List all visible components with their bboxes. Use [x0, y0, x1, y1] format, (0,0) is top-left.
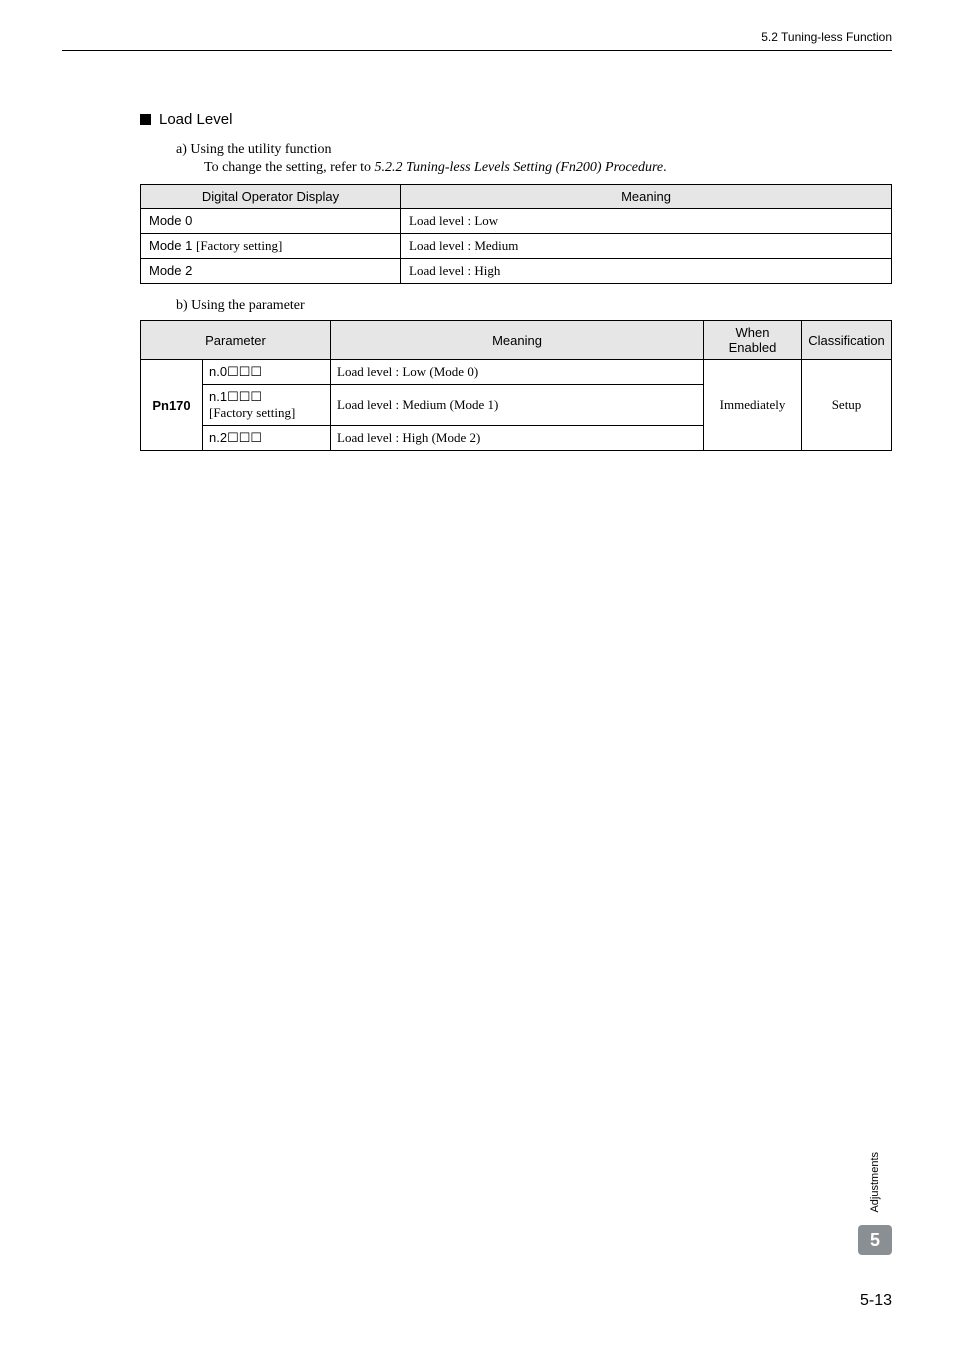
table2-header-parameter: Parameter	[141, 321, 331, 360]
table1-display-cell: Mode 2	[141, 259, 401, 284]
code-text: n.0	[209, 364, 227, 379]
parameter-table: Parameter Meaning When Enabled Classific…	[140, 320, 892, 451]
side-label: Adjustments	[869, 1152, 881, 1213]
table-row: Mode 0 Load level : Low	[141, 209, 892, 234]
square-bullet-icon	[140, 114, 151, 125]
mode-label: Mode 2	[149, 263, 192, 278]
table-header-row: Digital Operator Display Meaning	[141, 185, 892, 209]
page-header: 5.2 Tuning-less Function	[0, 0, 954, 51]
table1-display-cell: Mode 1 [Factory setting]	[141, 234, 401, 259]
table-row: Pn170 n.0☐☐☐ Load level : Low (Mode 0) I…	[141, 360, 892, 385]
table2-header-class: Classification	[802, 321, 892, 360]
table1-header-meaning: Meaning	[401, 185, 892, 209]
classification-cell: Setup	[802, 360, 892, 451]
box-glyphs: ☐☐☐	[227, 430, 262, 445]
chapter-number-box: 5	[858, 1225, 892, 1255]
table1-header-display: Digital Operator Display	[141, 185, 401, 209]
table1-meaning-cell: Load level : Low	[401, 209, 892, 234]
code-text: n.2	[209, 430, 227, 445]
digital-operator-table: Digital Operator Display Meaning Mode 0 …	[140, 184, 892, 284]
box-glyphs: ☐☐☐	[227, 389, 262, 404]
table1-meaning-cell: Load level : High	[401, 259, 892, 284]
sub-a-suffix: .	[663, 160, 667, 175]
factory-label: [Factory setting]	[196, 238, 282, 253]
param-code-cell: n.1☐☐☐[Factory setting]	[203, 385, 331, 426]
code-text: n.1	[209, 389, 227, 404]
subsection-b-label: b) Using the parameter	[176, 298, 892, 314]
header-section-ref: 5.2 Tuning-less Function	[62, 30, 892, 50]
side-chapter-tab: Adjustments 5	[858, 1152, 892, 1255]
section-heading: Load Level	[140, 111, 892, 128]
when-enabled-cell: Immediately	[704, 360, 802, 451]
section-title: Load Level	[159, 111, 232, 128]
subsection-a-label: a) Using the utility function	[176, 142, 892, 158]
page-content: Load Level a) Using the utility function…	[0, 51, 954, 451]
table2-header-when: When Enabled	[704, 321, 802, 360]
sub-a-reference: 5.2.2 Tuning-less Levels Setting (Fn200)…	[374, 160, 663, 175]
table-row: Mode 1 [Factory setting] Load level : Me…	[141, 234, 892, 259]
mode-label: Mode 1	[149, 238, 196, 253]
sub-a-prefix: To change the setting, refer to	[204, 160, 374, 175]
param-number-cell: Pn170	[141, 360, 203, 451]
subsection-a-text: To change the setting, refer to 5.2.2 Tu…	[204, 160, 892, 176]
table2-header-meaning: Meaning	[331, 321, 704, 360]
param-code-cell: n.2☐☐☐	[203, 426, 331, 451]
mode-label: Mode 0	[149, 213, 192, 228]
param-meaning-cell: Load level : Medium (Mode 1)	[331, 385, 704, 426]
table-header-row: Parameter Meaning When Enabled Classific…	[141, 321, 892, 360]
table1-meaning-cell: Load level : Medium	[401, 234, 892, 259]
page-number: 5-13	[860, 1292, 892, 1310]
param-meaning-cell: Load level : High (Mode 2)	[331, 426, 704, 451]
table-row: Mode 2 Load level : High	[141, 259, 892, 284]
factory-label: [Factory setting]	[209, 405, 324, 421]
param-code-cell: n.0☐☐☐	[203, 360, 331, 385]
box-glyphs: ☐☐☐	[227, 364, 262, 379]
param-meaning-cell: Load level : Low (Mode 0)	[331, 360, 704, 385]
table1-display-cell: Mode 0	[141, 209, 401, 234]
